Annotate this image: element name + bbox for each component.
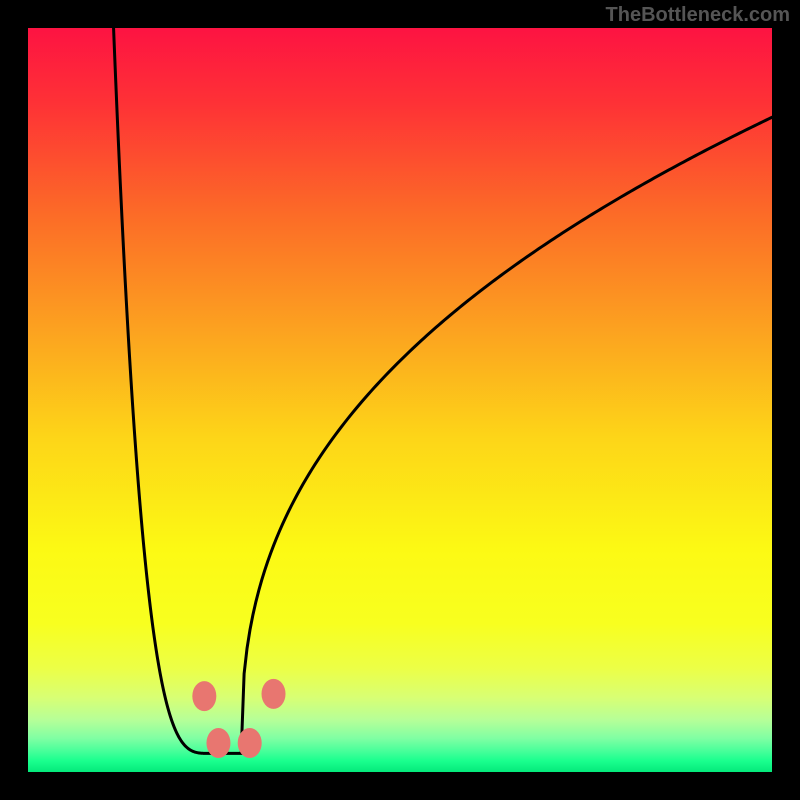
curve-marker — [206, 728, 230, 758]
curve-marker — [262, 679, 286, 709]
watermark-text: TheBottleneck.com — [606, 4, 790, 27]
curve-marker — [238, 728, 262, 758]
bottleneck-chart — [0, 0, 800, 800]
curve-marker — [192, 681, 216, 711]
plot-background — [28, 28, 772, 772]
